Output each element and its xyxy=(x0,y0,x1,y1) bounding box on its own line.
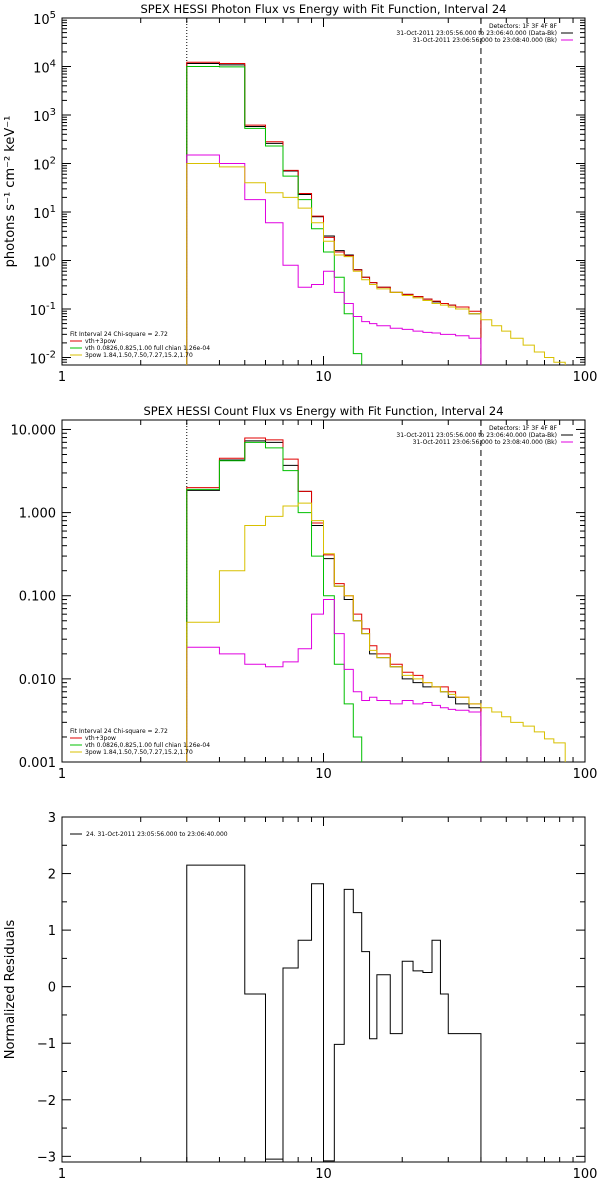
y-tick-label: 0.001 xyxy=(19,756,56,771)
chart-title: SPEX HESSI Photon Flux vs Energy with Fi… xyxy=(140,2,506,16)
series-step-4 xyxy=(186,154,482,365)
y-tick-label: −3 xyxy=(37,1150,56,1165)
y-tick-label: 10-2 xyxy=(29,349,56,367)
x-tick-label: 10 xyxy=(315,767,332,782)
y-tick-label: 100 xyxy=(33,252,56,270)
y-tick-exp: 5 xyxy=(50,10,56,21)
x-tick-label: 1 xyxy=(58,767,66,782)
y-tick-base: 10 xyxy=(33,61,50,76)
legend-text: 31-Oct-2011 23:05:56.000 to 23:06:40.000… xyxy=(396,432,557,439)
y-tick-exp: -1 xyxy=(46,301,56,312)
y-tick-label: 0.100 xyxy=(19,590,56,605)
series-step-2 xyxy=(186,61,482,365)
plot-frame xyxy=(61,17,586,366)
y-tick-label: 101 xyxy=(33,204,56,222)
y-tick-label: 102 xyxy=(33,155,56,173)
y-tick-base: 10 xyxy=(29,352,46,367)
y-tick-label: 2 xyxy=(48,868,56,883)
series-group xyxy=(186,864,482,1162)
y-tick-label: 10.000 xyxy=(11,423,57,438)
chart-panel-1: SPEX HESSI Photon Flux vs Energy with Fi… xyxy=(3,2,597,385)
series-step-1 xyxy=(186,63,482,365)
legend-text: Detectors: 1F 3F 4F 8F xyxy=(489,425,558,432)
y-tick-label: 103 xyxy=(33,107,56,125)
legend-text: 3pow 1.84,1.50,7.50,7.27,15.2,1.70 xyxy=(85,749,193,756)
legend-text: vth+3pow xyxy=(85,338,116,345)
series-step-4 xyxy=(186,599,482,762)
legend-text: 24. 31-Oct-2011 23:05:56.000 to 23:06:40… xyxy=(86,831,228,838)
x-tick-label: 100 xyxy=(573,1167,598,1182)
y-tick-base: 10 xyxy=(33,13,50,28)
y-tick-label: −1 xyxy=(37,1037,56,1052)
y-tick-exp: 4 xyxy=(50,58,56,69)
y-tick-label: 3 xyxy=(48,811,56,826)
legend-text: vth 0.0826,0.825,1.00 full chian 1.26e-0… xyxy=(85,345,210,352)
series-step-3 xyxy=(186,441,363,762)
x-tick-label: 100 xyxy=(573,767,598,782)
legend-text: vth+3pow xyxy=(85,735,116,742)
series-step-1 xyxy=(186,864,482,1162)
x-tick-label: 10 xyxy=(315,1167,332,1182)
y-tick-base: 10 xyxy=(33,110,50,125)
chart-panel-2: SPEX HESSI Count Flux vs Energy with Fit… xyxy=(11,404,598,782)
y-tick-label: 105 xyxy=(33,10,56,28)
x-tick-label: 100 xyxy=(573,370,598,385)
series-group xyxy=(186,61,566,365)
legend-text: Detectors: 1F 3F 4F 8F xyxy=(489,23,558,30)
legend-text: 3pow 1.84,1.50,7.50,7.27,15.2,1.70 xyxy=(85,352,193,359)
y-tick-exp: 3 xyxy=(50,107,56,118)
y-tick-label: 0 xyxy=(48,981,56,996)
series-step-3 xyxy=(186,65,363,365)
y-tick-label: 0.010 xyxy=(19,673,56,688)
legend-text: vth 0.0826,0.825,1.00 full chian 1.26e-0… xyxy=(85,742,210,749)
y-tick-label: 104 xyxy=(33,58,56,76)
y-axis-label: Normalized Residuals xyxy=(3,920,18,1060)
y-tick-label: 1.000 xyxy=(19,507,56,522)
y-axis-label: photons s⁻¹ cm⁻² keV⁻¹ xyxy=(3,116,18,268)
y-tick-exp: 1 xyxy=(50,204,56,215)
legend-text: 31-Oct-2011 23:06:56.000 to 23:08:40.000… xyxy=(413,439,557,446)
y-tick-exp: 2 xyxy=(50,155,56,166)
y-tick-exp: -2 xyxy=(46,349,56,360)
series-step-5 xyxy=(186,502,566,762)
series-group xyxy=(186,437,566,762)
y-tick-label: 10-1 xyxy=(29,301,56,319)
y-tick-base: 10 xyxy=(29,304,46,319)
legend-text: Fit Interval 24 Chi-square = 2.72 xyxy=(70,728,168,735)
x-tick-label: 1 xyxy=(58,1167,66,1182)
y-tick-label: −2 xyxy=(37,1094,56,1109)
legend-text: 31-Oct-2011 23:05:56.000 to 23:06:40.000… xyxy=(396,30,557,37)
chart-panel-3: Normalized Residuals 1 10 100 −3 −2 −1 0 1 2 3 24. … xyxy=(3,811,597,1182)
chart-title: SPEX HESSI Count Flux vs Energy with Fit… xyxy=(143,404,503,418)
y-tick-exp: 0 xyxy=(50,252,56,263)
y-tick-base: 10 xyxy=(33,207,50,222)
y-tick-label: 1 xyxy=(48,924,56,939)
x-tick-label: 1 xyxy=(58,370,66,385)
series-step-5 xyxy=(186,162,566,365)
y-tick-base: 10 xyxy=(33,158,50,173)
legend-text: 31-Oct-2011 23:06:56.000 to 23:08:40.000… xyxy=(413,37,557,44)
x-tick-label: 10 xyxy=(315,370,332,385)
y-tick-base: 10 xyxy=(33,255,50,270)
legend-text: Fit Interval 24 Chi-square = 2.72 xyxy=(70,331,168,338)
